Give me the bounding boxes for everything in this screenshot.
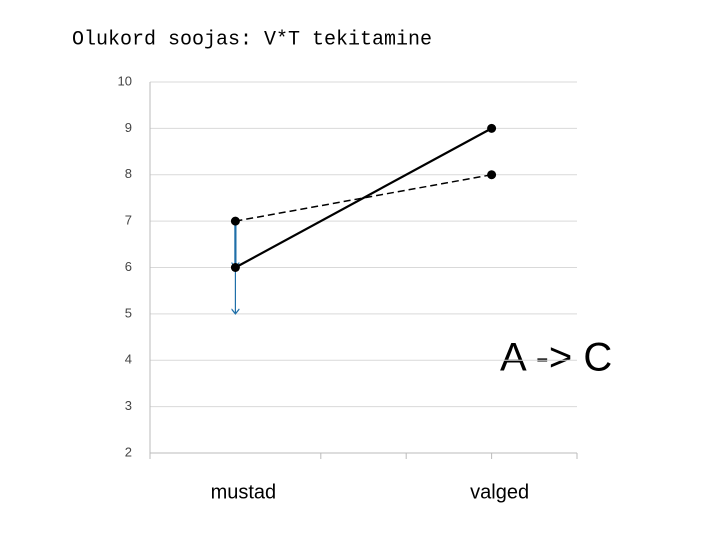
point bbox=[487, 123, 497, 133]
y-tick-label: 10 bbox=[118, 73, 132, 88]
annotation: A -> C bbox=[500, 336, 612, 380]
chart-title: Olukord soojas: V*T tekitamine bbox=[72, 28, 432, 51]
point bbox=[230, 263, 240, 272]
y-tick-label: 5 bbox=[125, 305, 132, 320]
x-tick-label: valged bbox=[470, 481, 529, 503]
x-tick-label: mustad bbox=[211, 481, 277, 503]
y-tick-label: 2 bbox=[125, 444, 132, 459]
y-tick-label: 9 bbox=[125, 120, 132, 135]
y-tick-label: 7 bbox=[125, 213, 132, 228]
series-line bbox=[234, 127, 493, 269]
y-tick-label: 4 bbox=[125, 352, 132, 367]
point bbox=[230, 216, 240, 226]
point bbox=[487, 170, 497, 180]
y-tick-label: 8 bbox=[125, 166, 132, 181]
y-tick-label: 3 bbox=[125, 398, 132, 413]
y-tick-label: 6 bbox=[125, 259, 132, 274]
